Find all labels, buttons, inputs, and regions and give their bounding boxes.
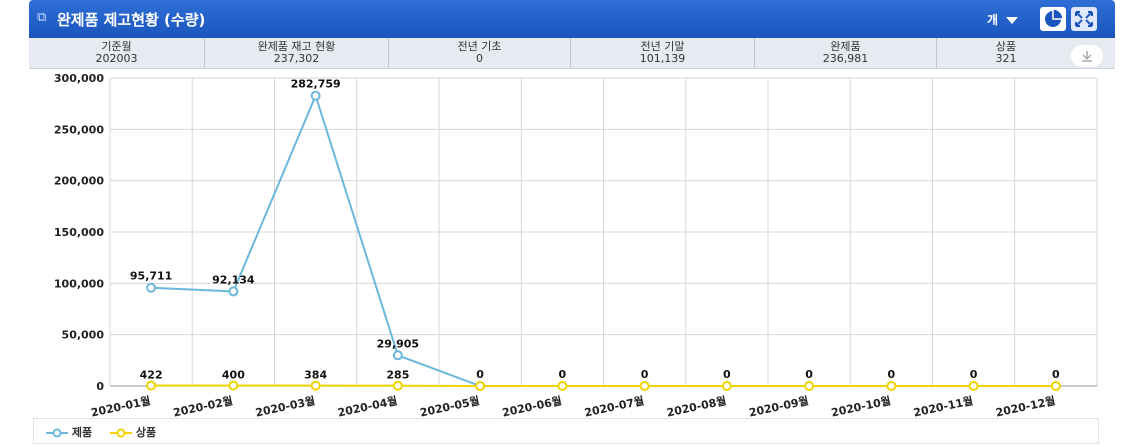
y-tick-label: 50,000 <box>62 329 105 342</box>
x-tick-label: 2020-01월 <box>90 393 152 418</box>
window-icon: ⧉ <box>37 10 47 25</box>
data-label: 285 <box>386 369 409 382</box>
x-tick-label: 2020-05월 <box>419 393 481 418</box>
x-tick-label: 2020-07월 <box>583 393 645 418</box>
data-point <box>228 286 239 297</box>
legend-item-series1[interactable]: 제품 <box>46 424 92 440</box>
data-label: 384 <box>304 369 327 382</box>
summary-label: 완제품 재고 현황 <box>257 40 336 53</box>
legend: 제품 상품 <box>33 418 1099 444</box>
summary-bar: 기준월 202003 완제품 재고 현황 237,302 전년 기초 0 전년 … <box>29 38 1115 69</box>
panel-header: ⧉ 완제품 제고현황 (수량) 개 <box>29 0 1115 38</box>
y-tick-label: 300,000 <box>54 72 104 85</box>
x-tick-label: 2020-08월 <box>665 393 727 418</box>
summary-cell: 기준월 202003 <box>29 38 205 68</box>
y-tick-label: 150,000 <box>54 226 104 239</box>
data-point <box>310 90 321 101</box>
expand-icon <box>1075 11 1093 27</box>
data-point <box>968 381 979 391</box>
data-label: 0 <box>1052 368 1060 381</box>
data-label: 422 <box>140 369 163 382</box>
data-point <box>557 381 568 391</box>
summary-cell: 완제품 재고 현황 237,302 <box>205 38 389 68</box>
summary-value: 0 <box>476 52 483 65</box>
data-point <box>146 380 157 391</box>
data-label: 0 <box>888 368 896 381</box>
summary-label: 기준월 <box>101 40 132 53</box>
expand-button[interactable] <box>1071 7 1097 31</box>
summary-cell: 완제품 236,981 <box>755 38 937 68</box>
summary-cell: 전년 기말 101,139 <box>571 38 755 68</box>
download-icon <box>1082 51 1092 62</box>
summary-value: 202003 <box>95 52 138 65</box>
legend-label: 상품 <box>135 426 157 439</box>
data-label: 282,759 <box>291 78 341 91</box>
summary-value: 321 <box>995 52 1017 65</box>
summary-value: 101,139 <box>639 52 686 65</box>
x-tick-label: 2020-09월 <box>748 393 810 418</box>
x-tick-label: 2020-06월 <box>501 393 563 418</box>
data-label: 0 <box>805 368 813 381</box>
summary-cell: 상품 321 <box>937 38 1115 68</box>
download-button[interactable] <box>1071 45 1103 67</box>
summary-value: 237,302 <box>273 52 320 65</box>
y-tick-label: 200,000 <box>54 175 104 188</box>
data-label: 92,134 <box>212 273 255 286</box>
unit-label: 개 <box>987 13 999 27</box>
summary-label: 전년 기초 <box>457 40 502 53</box>
data-label: 29,905 <box>377 337 419 350</box>
summary-label: 전년 기말 <box>640 40 685 53</box>
unit-select[interactable]: 개 <box>987 11 1019 28</box>
y-tick-label: 250,000 <box>54 123 104 136</box>
data-label: 0 <box>559 368 567 381</box>
inventory-panel: ⧉ 완제품 제고현황 (수량) 개 기준월 202003 완제품 재고 현황 2… <box>29 0 1115 447</box>
legend-marker <box>46 428 68 438</box>
data-label: 0 <box>970 368 978 381</box>
data-label: 400 <box>222 369 245 382</box>
data-label: 0 <box>476 368 484 381</box>
data-label: 95,711 <box>130 270 172 283</box>
data-point <box>146 282 157 293</box>
legend-marker <box>110 428 132 438</box>
panel-title: 완제품 제고현황 (수량) <box>57 11 206 29</box>
legend-label: 제품 <box>71 426 93 439</box>
data-point <box>639 381 650 391</box>
summary-label: 완제품 <box>830 40 861 53</box>
pie-chart-button[interactable] <box>1040 7 1066 31</box>
legend-item-series2[interactable]: 상품 <box>110 424 156 440</box>
pie-chart-icon <box>1045 8 1064 27</box>
x-tick-label: 2020-03월 <box>254 393 316 418</box>
data-label: 0 <box>641 368 649 381</box>
data-point <box>392 380 403 391</box>
y-tick-label: 100,000 <box>54 277 104 290</box>
data-point <box>228 380 239 391</box>
x-tick-label: 2020-11월 <box>912 393 974 418</box>
data-point <box>804 381 815 391</box>
data-point <box>475 381 486 391</box>
data-point <box>392 350 403 361</box>
chevron-down-icon <box>1006 17 1019 24</box>
data-label: 0 <box>723 368 731 381</box>
series-line-1 <box>151 92 481 387</box>
y-tick-label: 0 <box>96 380 104 393</box>
data-point <box>886 381 897 391</box>
summary-cell: 전년 기초 0 <box>389 38 571 68</box>
x-tick-label: 2020-10월 <box>830 393 892 418</box>
summary-label: 상품 <box>995 40 1017 53</box>
x-tick-label: 2020-04월 <box>336 393 398 418</box>
x-tick-label: 2020-02월 <box>172 393 234 418</box>
data-point <box>1050 381 1061 391</box>
data-point <box>721 381 732 391</box>
data-point <box>310 380 321 391</box>
summary-value: 236,981 <box>822 52 869 65</box>
line-chart: 0 50,000 100,000 150,000 200,000 250,000 300,0… <box>54 72 1098 418</box>
x-tick-label: 2020-12월 <box>994 393 1056 418</box>
